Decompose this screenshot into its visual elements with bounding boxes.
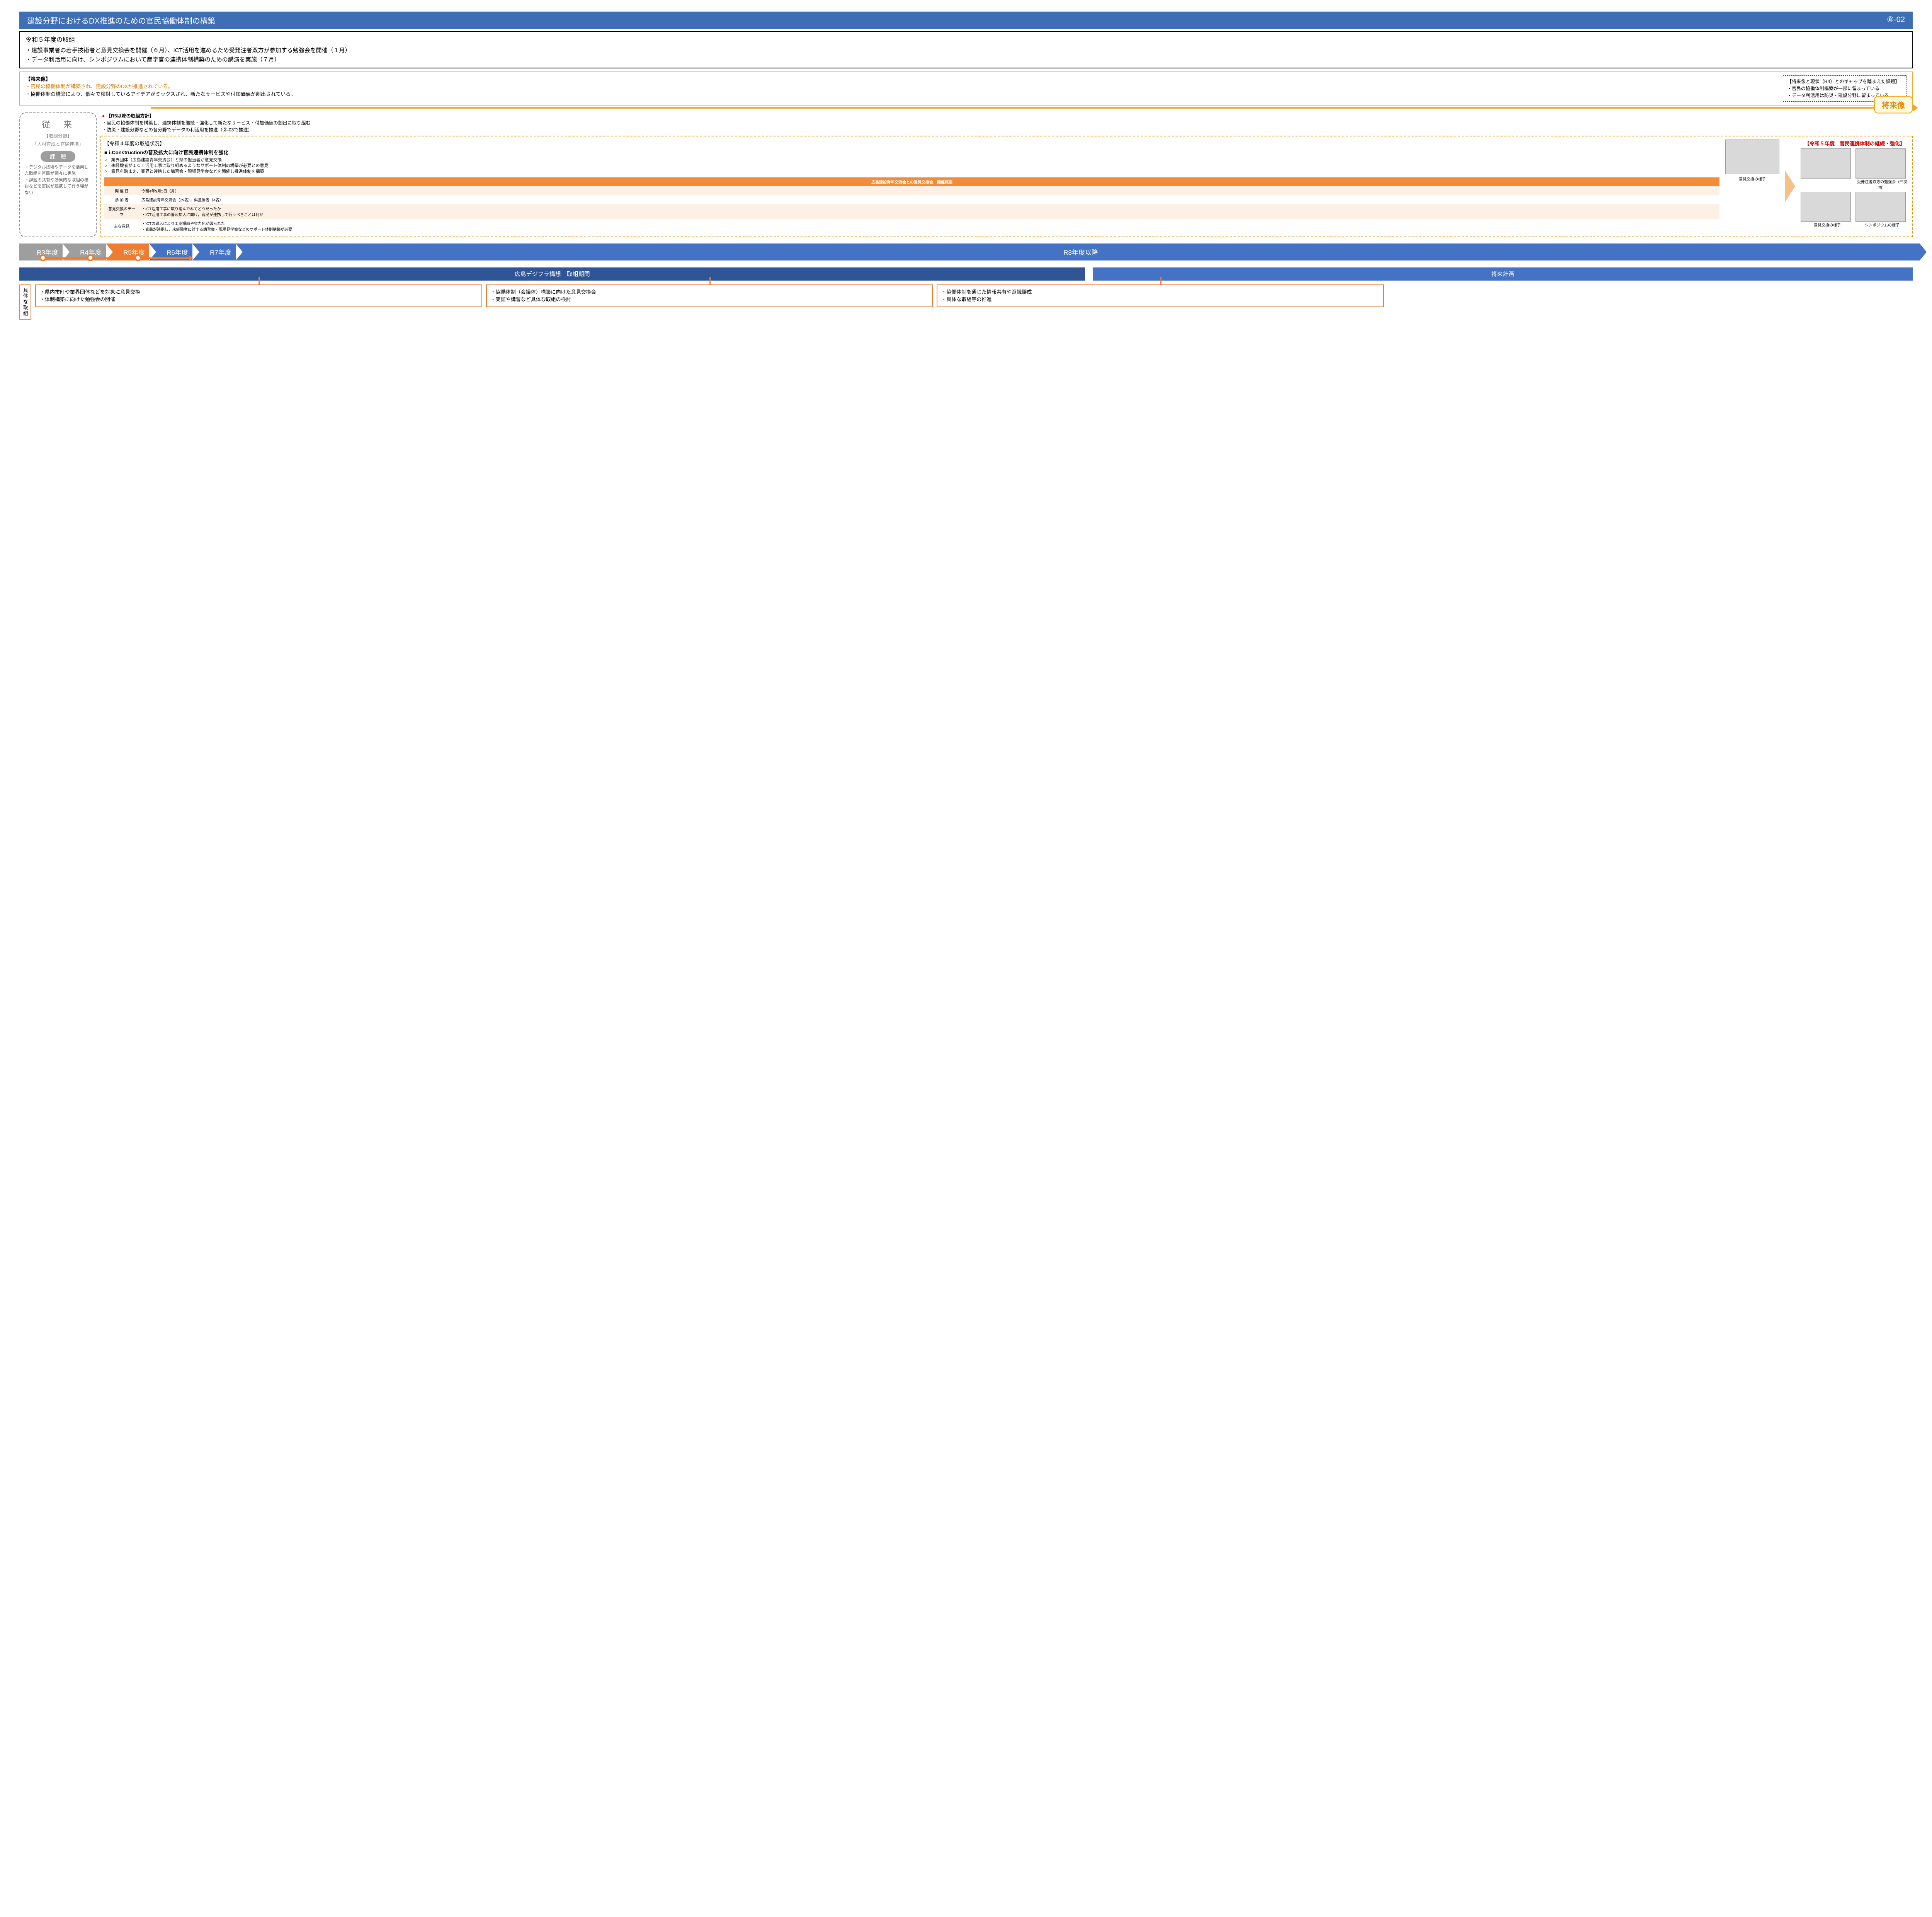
detail-box: ・県内市町や業界団体などを対象に意見交換 ・体制構築に向けた勉強会の開催 (35, 284, 482, 307)
past-box: 従 来 【取組分類】 「人材育成と官民連携」 課 題 ・デジタル技術やデータを活… (19, 112, 97, 237)
photo-placeholder (1855, 192, 1906, 222)
summary-title: 令和５年度の取組 (26, 35, 1906, 45)
chevron-r7: R7年度 (192, 243, 243, 260)
arrow-to-future (151, 107, 1913, 109)
issue-badge: 課 題 (41, 151, 75, 162)
meeting-table: 広島建設青年交流会との意見交換会 開催概要 開 催 日令和4年9月5日（月） 参… (104, 177, 1719, 233)
plan-period: 広島デジフラ構想 取組期間 (19, 267, 1085, 281)
future-badge: 将来像 (1874, 96, 1913, 113)
timeline-dot (134, 254, 141, 261)
vision-section: 【将来像】 ・官民の協働体制が構築され、建設分野のDXが推進されている。 ・協働… (19, 72, 1913, 106)
photo-placeholder (1801, 192, 1851, 222)
header-bar: 建設分野におけるDX推進のための官民協働体制の構築 ⑧-02 (19, 12, 1913, 29)
page-code: ⑧-02 (1887, 15, 1905, 26)
timeline: R3年度 R4年度 R5年度 R6年度 R7年度 R8年度以降 広島デジフラ構想… (19, 243, 1913, 281)
plan-future: 将来計画 (1093, 267, 1913, 281)
detail-label: 具体な取組 (19, 284, 31, 320)
r4-box: 【令和４年度の取組状況】 ■ i-Constructionの普及拡大に向け官民連… (100, 136, 1913, 237)
photo-column: 意見交換の様子 (1723, 140, 1781, 233)
summary-line: ・データ利活用に向け、シンポジウムにおいて産学官の連携体制構築のための講演を実施… (26, 55, 1906, 65)
detail-box: ・協働体制を通じた情報共有や意識醸成 ・具体な取組等の推進 (937, 284, 1384, 307)
summary-line: ・建設事業者の若手技術者と意見交換会を開催（６月）、ICT活用を進めるため受発注… (26, 46, 1906, 55)
mid-row: 従 来 【取組分類】 「人材育成と官民連携」 課 題 ・デジタル技術やデータを活… (19, 112, 1913, 237)
photo-placeholder (1801, 148, 1851, 179)
r5-policy: 【R5以降の取組方針】 ・官民の協働体制を構築し、連携体制を継続・強化して新たな… (100, 112, 1913, 133)
progress-line (43, 257, 189, 259)
summary-box: 令和５年度の取組 ・建設事業者の若手技術者と意見交換会を開催（６月）、ICT活用… (19, 31, 1913, 68)
r5-section: 【令和５年度 官民連携体制の継続・強化】 受発注者双方の勉強会（三次市） 意見交… (1801, 140, 1909, 233)
vision-text: 【将来像】 ・官民の協働体制が構築され、建設分野のDXが推進されている。 ・協働… (26, 75, 1775, 102)
chevron-r8: R8年度以降 (236, 243, 1920, 260)
detail-box: ・協働体制（会議体）構築に向けた意見交換会 ・実証や講習など具体な取組の検討 (486, 284, 933, 307)
timeline-dot (87, 254, 94, 261)
photo-placeholder (1855, 148, 1906, 179)
photo-placeholder (1725, 140, 1779, 174)
page-title: 建設分野におけるDX推進のための官民協働体制の構築 (27, 15, 216, 26)
timeline-dot (39, 254, 46, 261)
detail-row: 具体な取組 ・県内市町や業界団体などを対象に意見交換 ・体制構築に向けた勉強会の… (19, 284, 1913, 320)
